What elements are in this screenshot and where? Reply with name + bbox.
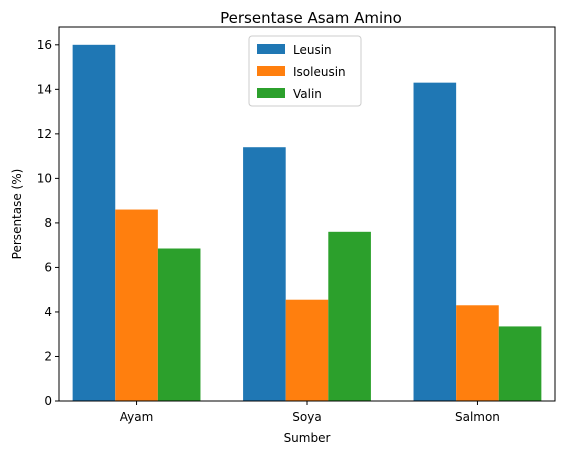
bar-isoleusin-soya xyxy=(286,300,329,401)
x-tick-label: Ayam xyxy=(120,410,154,424)
legend-swatch-valin xyxy=(257,88,285,98)
y-tick-label: 4 xyxy=(44,305,52,319)
y-tick-label: 10 xyxy=(37,171,52,185)
x-tick-label: Soya xyxy=(292,410,321,424)
y-tick-label: 12 xyxy=(37,127,52,141)
bar-isoleusin-ayam xyxy=(115,210,158,401)
y-tick-label: 6 xyxy=(44,260,52,274)
bar-leusin-salmon xyxy=(414,83,457,401)
legend-swatch-isoleusin xyxy=(257,66,285,76)
y-tick-label: 8 xyxy=(44,216,52,230)
y-tick-label: 14 xyxy=(37,82,52,96)
y-tick-label: 2 xyxy=(44,349,52,363)
bar-valin-soya xyxy=(328,232,371,401)
legend-label-valin: Valin xyxy=(293,87,322,101)
y-tick-label: 16 xyxy=(37,38,52,52)
legend-swatch-leusin xyxy=(257,44,285,54)
chart-title: Persentase Asam Amino xyxy=(220,9,402,27)
y-axis-label: Persentase (%) xyxy=(10,169,24,260)
y-tick-label: 0 xyxy=(44,394,52,408)
legend-label-leusin: Leusin xyxy=(293,43,332,57)
bar-valin-salmon xyxy=(499,326,542,401)
bar-leusin-ayam xyxy=(73,45,116,401)
x-tick-label: Salmon xyxy=(455,410,500,424)
bar-valin-ayam xyxy=(158,249,201,401)
legend: Leusin Isoleusin Valin xyxy=(249,36,361,106)
bar-leusin-soya xyxy=(243,147,286,401)
legend-label-isoleusin: Isoleusin xyxy=(293,65,346,79)
bar-isoleusin-salmon xyxy=(456,305,499,401)
x-axis-label: Sumber xyxy=(284,431,331,445)
